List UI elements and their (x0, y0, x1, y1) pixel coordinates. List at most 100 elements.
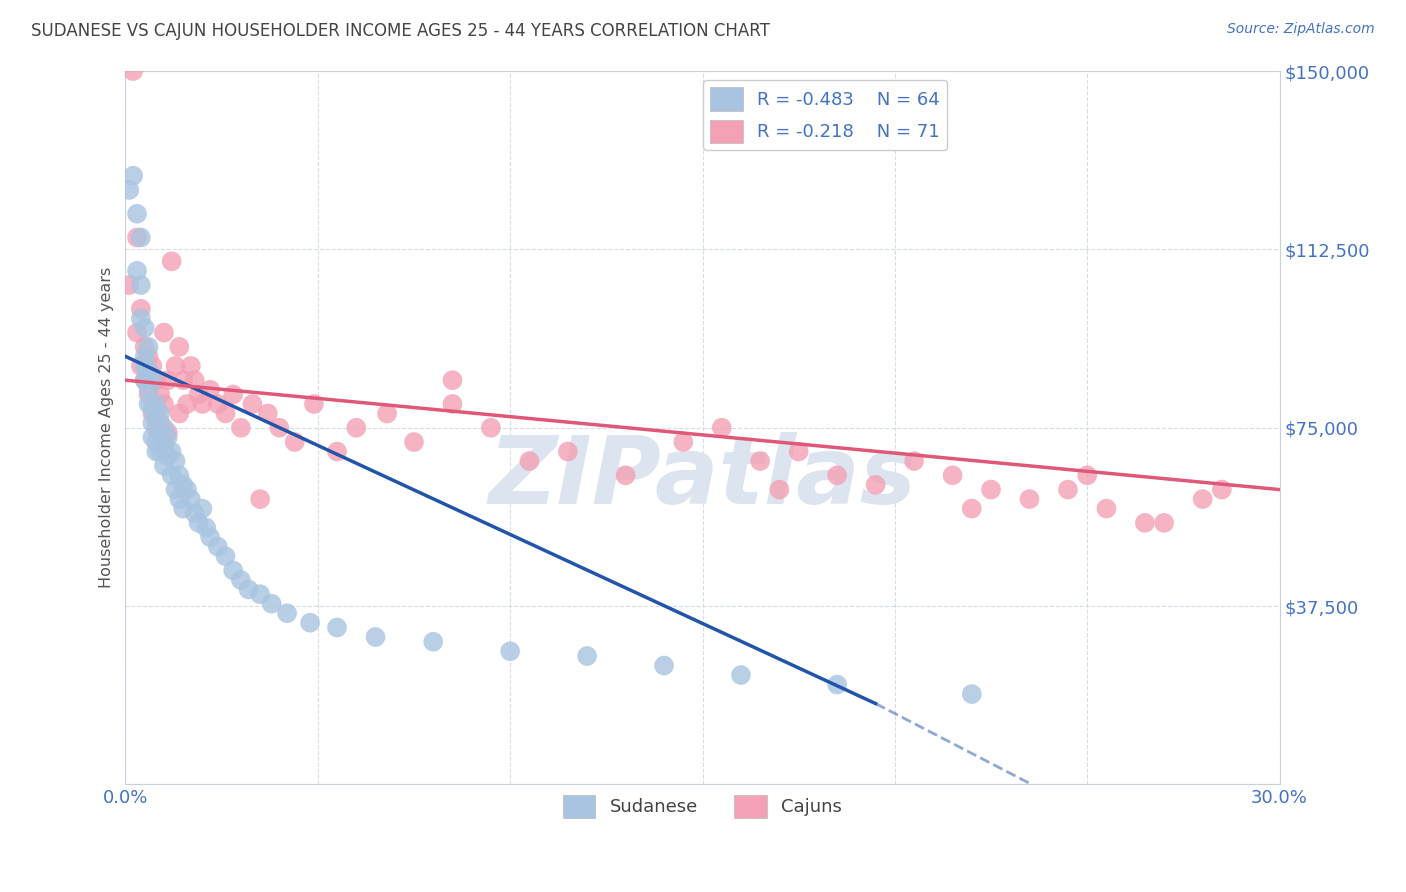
Point (229, 573, 252, 587)
Point (749, 454, 772, 468)
Point (165, 483, 187, 497)
Point (180, 359, 202, 373)
Point (191, 397, 214, 411)
Point (134, 359, 156, 373)
Point (1153, 516, 1175, 530)
Text: Source: ZipAtlas.com: Source: ZipAtlas.com (1227, 22, 1375, 37)
Point (156, 430, 179, 444)
Point (122, 64, 145, 78)
Point (825, 468, 848, 483)
Point (229, 421, 252, 435)
Point (145, 435, 167, 450)
Point (172, 501, 194, 516)
Point (375, 407, 398, 421)
Point (141, 359, 163, 373)
Point (125, 230, 148, 244)
Point (183, 507, 205, 521)
Point (176, 397, 198, 411)
Point (207, 397, 229, 411)
Point (614, 468, 637, 483)
Point (149, 425, 172, 440)
Point (141, 401, 163, 416)
Point (129, 278, 152, 293)
Point (183, 373, 205, 387)
Point (145, 411, 167, 425)
Point (557, 444, 579, 458)
Point (269, 421, 291, 435)
Point (129, 301, 152, 316)
Point (141, 416, 163, 430)
Point (138, 397, 160, 411)
Point (149, 407, 172, 421)
Point (284, 435, 307, 450)
Point (134, 373, 156, 387)
Point (441, 373, 464, 387)
Point (576, 648, 599, 663)
Point (153, 440, 176, 454)
Point (141, 430, 163, 444)
Point (176, 483, 198, 497)
Point (302, 397, 325, 411)
Point (153, 397, 176, 411)
Point (145, 444, 167, 458)
Legend: Sudanese, Cajuns: Sudanese, Cajuns (555, 788, 849, 825)
Point (222, 387, 245, 401)
Point (169, 492, 191, 507)
Point (187, 387, 209, 401)
Point (256, 407, 278, 421)
Text: SUDANESE VS CAJUN HOUSEHOLDER INCOME AGES 25 - 44 YEARS CORRELATION CHART: SUDANESE VS CAJUN HOUSEHOLDER INCOME AGE… (31, 22, 770, 40)
Point (195, 520, 218, 534)
Point (519, 454, 541, 468)
Point (1095, 501, 1118, 516)
Point (326, 620, 349, 634)
Point (198, 530, 221, 544)
Point (118, 183, 141, 197)
Point (165, 359, 187, 373)
Point (129, 230, 152, 244)
Point (125, 264, 148, 278)
Point (138, 383, 160, 397)
Point (299, 615, 322, 630)
Point (499, 644, 522, 658)
Point (198, 383, 221, 397)
Point (402, 435, 425, 450)
Point (479, 421, 502, 435)
Point (129, 359, 152, 373)
Point (172, 373, 194, 387)
Point (145, 421, 167, 435)
Point (141, 407, 163, 421)
Point (249, 587, 271, 601)
Point (1057, 483, 1080, 497)
Point (145, 373, 167, 387)
Point (172, 478, 194, 492)
Point (169, 468, 191, 483)
Point (238, 582, 260, 597)
Point (156, 425, 179, 440)
Point (326, 444, 349, 458)
Point (672, 435, 695, 450)
Point (156, 450, 179, 464)
Point (652, 658, 675, 673)
Point (980, 483, 1002, 497)
Point (1018, 492, 1040, 507)
Point (169, 340, 191, 354)
Point (768, 483, 790, 497)
Point (145, 397, 167, 411)
Point (941, 468, 963, 483)
Point (276, 606, 298, 620)
Point (153, 435, 176, 450)
Point (903, 454, 925, 468)
Point (118, 278, 141, 293)
Point (960, 501, 983, 516)
Point (1076, 468, 1098, 483)
Point (222, 563, 245, 577)
Y-axis label: Householder Income Ages 25 - 44 years: Householder Income Ages 25 - 44 years (100, 267, 114, 589)
Point (169, 407, 191, 421)
Point (1211, 483, 1233, 497)
Point (149, 416, 172, 430)
Point (149, 387, 172, 401)
Point (129, 311, 152, 326)
Point (138, 364, 160, 378)
Point (187, 516, 209, 530)
Point (160, 468, 183, 483)
